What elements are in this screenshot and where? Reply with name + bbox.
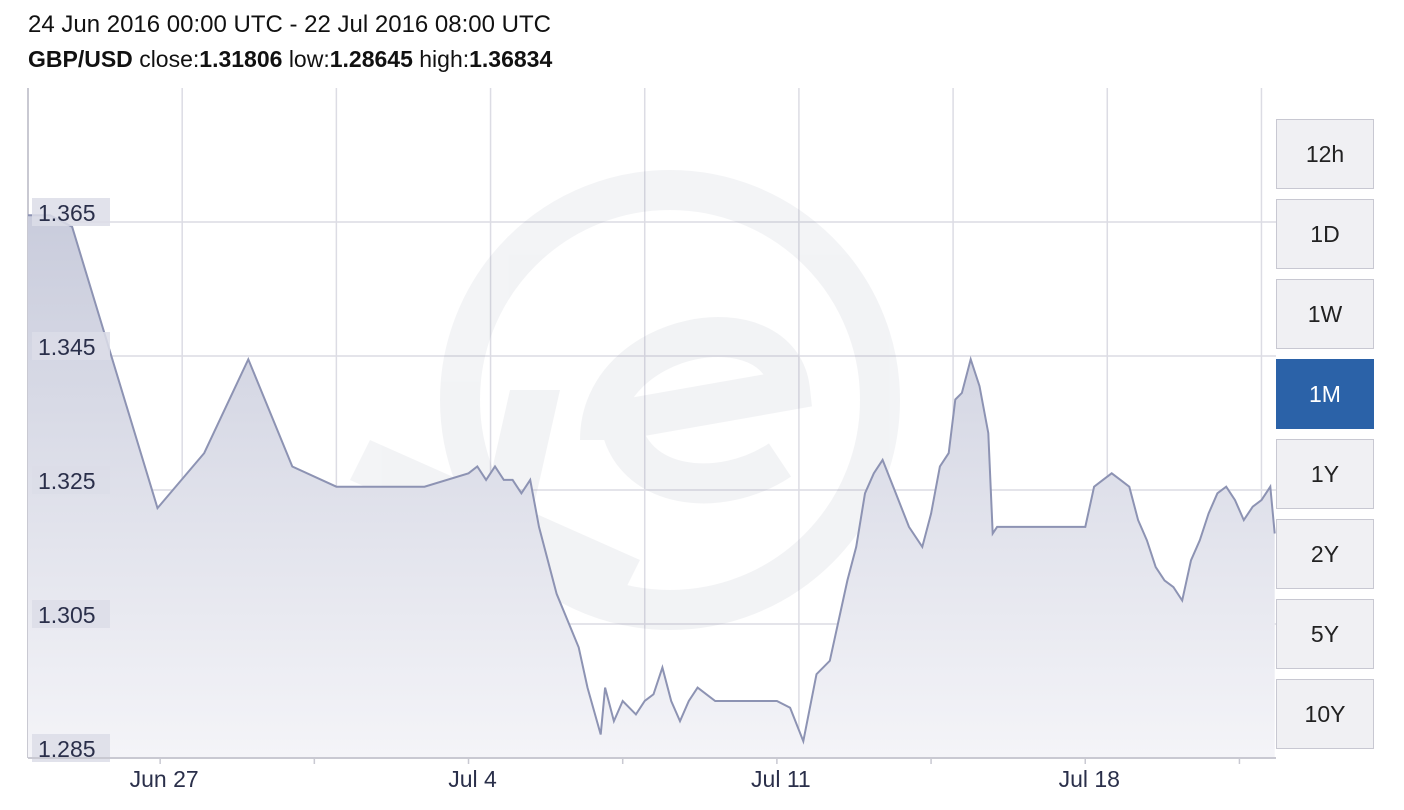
svg-text:1.325: 1.325: [38, 468, 96, 494]
low-value: 1.28645: [329, 46, 413, 72]
price-area: [28, 215, 1275, 759]
timeframe-button-10y[interactable]: 10Y: [1276, 679, 1374, 749]
svg-text:1.345: 1.345: [38, 334, 96, 360]
x-axis: Jun 27 Jul 4 Jul 11 Jul 18: [130, 758, 1241, 792]
y-tick-label: 1.365: [32, 198, 110, 226]
close-value: 1.31806: [199, 46, 283, 72]
timeframe-button-5y[interactable]: 5Y: [1276, 599, 1374, 669]
price-line: [28, 214, 1276, 745]
x-tick-label: Jul 11: [751, 766, 811, 792]
timeframe-button-1d[interactable]: 1D: [1276, 199, 1374, 269]
svg-text:1.365: 1.365: [38, 200, 96, 226]
timeframe-button-2y[interactable]: 2Y: [1276, 519, 1374, 589]
date-range: 24 Jun 2016 00:00 UTC - 22 Jul 2016 08:0…: [28, 11, 551, 38]
currency-pair: GBP/USD: [28, 46, 133, 72]
quote-summary: GBP/USD close:1.31806 low:1.28645 high:1…: [28, 42, 552, 76]
low-label: low:: [288, 46, 330, 72]
chart-header: 24 Jun 2016 00:00 UTC - 22 Jul 2016 08:0…: [28, 8, 552, 76]
svg-text:1.305: 1.305: [38, 602, 96, 628]
high-label: high:: [419, 46, 470, 72]
close-label: close:: [139, 46, 200, 72]
timeframe-button-12h[interactable]: 12h: [1276, 119, 1374, 189]
y-tick-label: 1.325: [32, 466, 110, 494]
timeframe-button-1y[interactable]: 1Y: [1276, 439, 1374, 509]
x-tick-label: Jul 18: [1059, 766, 1120, 792]
x-tick-label: Jun 27: [130, 766, 199, 792]
timeframe-button-1w[interactable]: 1W: [1276, 279, 1374, 349]
y-tick-label: 1.305: [32, 600, 110, 628]
y-tick-label: 1.345: [32, 332, 110, 360]
high-value: 1.36834: [469, 46, 553, 72]
x-tick-label: Jul 4: [448, 766, 497, 792]
timeframe-button-1m[interactable]: 1M: [1276, 359, 1374, 429]
